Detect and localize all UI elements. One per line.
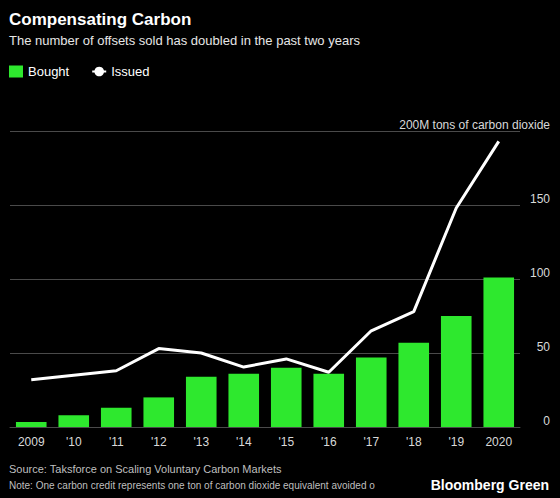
- svg-text:2020: 2020: [485, 435, 512, 449]
- svg-text:0: 0: [543, 414, 550, 428]
- svg-text:2009: 2009: [18, 435, 45, 449]
- svg-text:'15: '15: [278, 435, 294, 449]
- svg-text:'17: '17: [363, 435, 379, 449]
- svg-text:The number of offsets sold has: The number of offsets sold has doubled i…: [9, 33, 360, 48]
- svg-text:'14: '14: [236, 435, 252, 449]
- svg-text:100: 100: [530, 266, 550, 280]
- svg-text:'13: '13: [193, 435, 209, 449]
- svg-text:200M tons of carbon dioxide: 200M tons of carbon dioxide: [399, 118, 550, 132]
- svg-text:'12: '12: [151, 435, 167, 449]
- svg-text:150: 150: [530, 192, 550, 206]
- svg-text:'19: '19: [448, 435, 464, 449]
- svg-text:Compensating Carbon: Compensating Carbon: [9, 10, 191, 29]
- svg-text:'18: '18: [406, 435, 422, 449]
- svg-text:'16: '16: [321, 435, 337, 449]
- svg-text:Source: Taksforce on Scaling V: Source: Taksforce on Scaling Voluntary C…: [9, 463, 282, 475]
- svg-text:Bought: Bought: [28, 64, 70, 79]
- svg-text:Bloomberg Green: Bloomberg Green: [431, 477, 549, 493]
- svg-text:'10: '10: [66, 435, 82, 449]
- svg-text:'11: '11: [109, 435, 124, 449]
- svg-text:Note: One carbon credit repres: Note: One carbon credit represents one t…: [9, 480, 375, 491]
- svg-text:Issued: Issued: [111, 64, 149, 79]
- svg-text:50: 50: [537, 340, 551, 354]
